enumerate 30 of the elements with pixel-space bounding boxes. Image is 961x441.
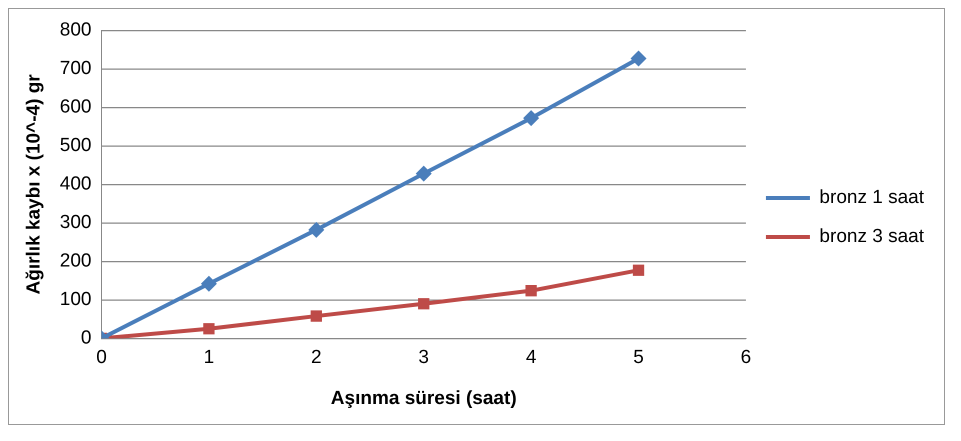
legend-label: bronz 1 saat bbox=[819, 187, 925, 208]
point bbox=[523, 110, 540, 126]
x-tick-label: 3 bbox=[418, 347, 430, 368]
point bbox=[200, 276, 217, 292]
y-tick-label: 400 bbox=[60, 174, 92, 195]
y-tick-label: 200 bbox=[60, 250, 92, 272]
x-tick-label: 4 bbox=[526, 347, 537, 368]
x-tick-label: 0 bbox=[96, 347, 107, 368]
y-tick-label: 800 bbox=[60, 20, 92, 41]
x-tick-label: 2 bbox=[311, 347, 322, 368]
point bbox=[418, 298, 430, 310]
x-tick-label: 6 bbox=[740, 347, 752, 368]
point bbox=[632, 264, 644, 276]
point bbox=[310, 310, 322, 322]
point bbox=[308, 222, 324, 238]
x-tick-label: 1 bbox=[204, 347, 214, 368]
y-tick-label: 700 bbox=[60, 58, 92, 80]
point bbox=[203, 323, 215, 334]
y-tick-label: 500 bbox=[60, 135, 92, 156]
x-axis-title: Aşınma süresi (saat) bbox=[330, 388, 517, 409]
point bbox=[525, 285, 537, 296]
y-tick-label: 100 bbox=[60, 289, 92, 310]
y-tick-label: 300 bbox=[60, 212, 92, 234]
point bbox=[630, 50, 647, 67]
y-tick-label: 600 bbox=[60, 96, 92, 118]
point bbox=[416, 166, 432, 182]
y-axis-title: Ağırlık kaybı x (10^-4) gr bbox=[24, 74, 45, 294]
y-tick-label: 0 bbox=[80, 328, 92, 349]
x-tick-label: 5 bbox=[633, 347, 644, 368]
legend-label: bronz 3 saat bbox=[819, 226, 925, 248]
